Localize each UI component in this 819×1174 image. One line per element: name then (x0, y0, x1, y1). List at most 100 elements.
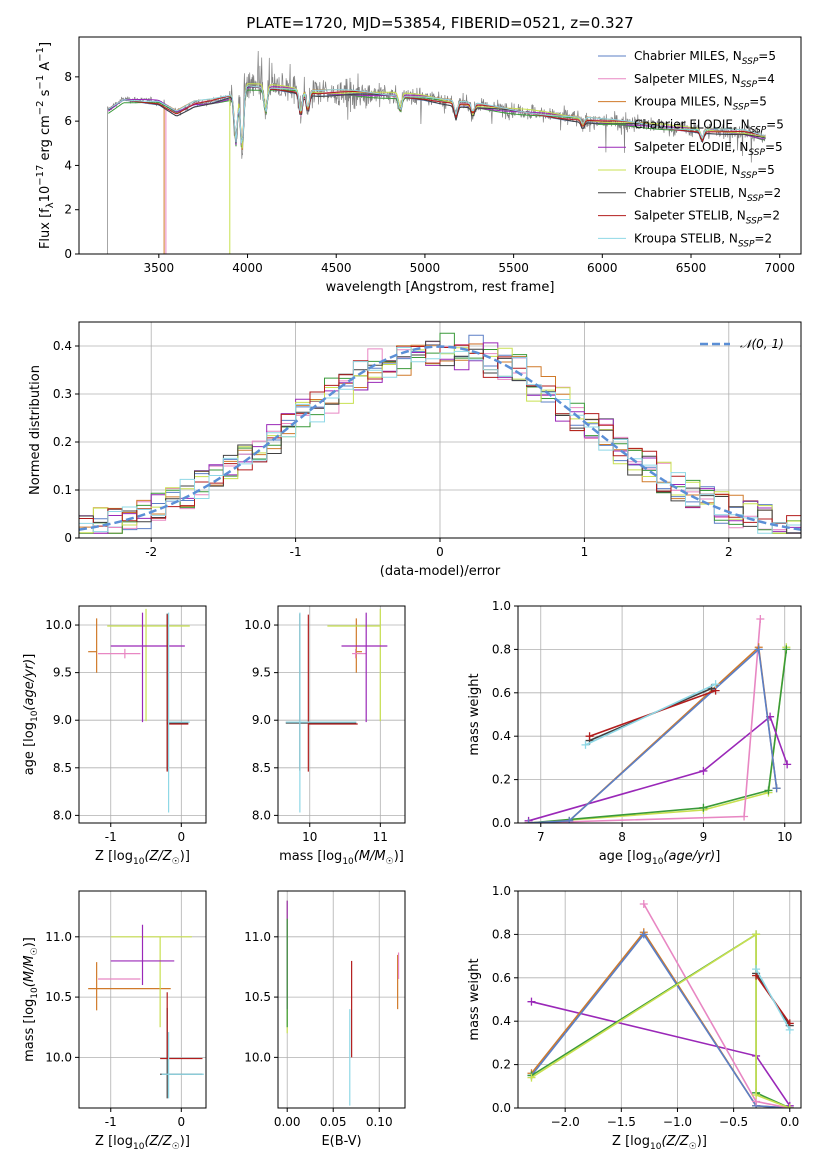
data-point-marker (585, 732, 594, 741)
data-point-marker (752, 1090, 761, 1099)
legend-entry: Salpeter MILES, NSSP=4 (634, 72, 775, 90)
data-point-marker (785, 1104, 794, 1108)
x-tick-label: -1 (290, 545, 302, 559)
axes-frame (78, 605, 207, 824)
y-tick-label: 10.0 (244, 1050, 271, 1064)
y-axis-label: mass [log10(M/M☉)] (22, 937, 40, 1062)
label-part: age [log (599, 849, 652, 864)
label-part: −17 (35, 165, 46, 186)
label-part: )] (394, 849, 404, 864)
y-tick-label: 9.0 (53, 713, 72, 727)
x-tick-label: 4500 (321, 261, 352, 275)
label-part: Kroupa MILES, N (634, 95, 733, 109)
x-tick-label: −1.0 (663, 1115, 692, 1129)
label-part: λ (45, 202, 56, 208)
x-tick-label: 9 (700, 830, 708, 844)
plot-area (88, 608, 190, 813)
label-part: =2 (762, 209, 780, 223)
x-tick-label: 0.05 (320, 1115, 347, 1129)
label-part: (Z/Z (661, 1134, 689, 1149)
x-axis-label: mass [log10(M/M☉)] (279, 849, 404, 867)
plot-area (107, 50, 766, 254)
label-part: 10 (650, 1142, 662, 1152)
y-tick-label: 0.0 (492, 1101, 511, 1115)
x-tick-label: 3500 (144, 261, 175, 275)
label-part: 10 (38, 186, 53, 203)
label-part: =5 (757, 163, 775, 177)
label-part: =5 (749, 95, 767, 109)
axes-frame (517, 605, 802, 824)
legend-entry: Chabrier ELODIE, NSSP=5 (634, 117, 784, 135)
y-tick-label: 1.0 (492, 599, 511, 613)
label-part: Chabrier ELODIE, N (634, 117, 750, 131)
x-tick-label: 2 (725, 545, 733, 559)
x-tick-label: 0.00 (274, 1115, 301, 1129)
y-tick-label: 9.5 (252, 666, 271, 680)
x-axis-label: Z [log10(Z/Z☉)] (612, 1134, 707, 1152)
data-point-marker (565, 816, 574, 823)
label-part: SSP (748, 148, 765, 158)
x-axis-label: (data-model)/error (380, 564, 501, 579)
label-part: (M/M (354, 849, 386, 864)
y-tick-label: 0.1 (53, 483, 72, 497)
y-tick-label: 9.0 (252, 713, 271, 727)
label-part: ] (38, 42, 53, 47)
data-point-marker (783, 760, 792, 769)
data-point-marker (699, 766, 708, 775)
x-axis-label: Z [log10(Z/Z☉)] (95, 849, 190, 867)
data-point-marker (581, 740, 590, 749)
label-part: Salpeter STELIB, N (634, 209, 746, 223)
label-part: SSP (750, 125, 767, 135)
plot-area (79, 332, 801, 534)
x-tick-label: 11 (373, 830, 388, 844)
legend-entry: Kroupa MILES, NSSP=5 (634, 95, 767, 113)
x-tick-label: 5000 (410, 261, 441, 275)
label-part: −2 (35, 100, 46, 115)
x-tick-label: 0.0 (780, 1115, 799, 1129)
mass-weight-line (528, 647, 778, 823)
data-point-marker (782, 645, 791, 654)
x-tick-label: -2 (145, 545, 157, 559)
label-part: Z [log (95, 849, 133, 864)
y-tick-label: 0.2 (492, 773, 511, 787)
label-part: )] (180, 849, 190, 864)
y-tick-label: 8.0 (53, 808, 72, 822)
label-part: SSP (747, 194, 764, 204)
label-part: ☉ (30, 947, 40, 955)
label-part: erg cm (38, 115, 53, 164)
y-tick-label: 10.0 (45, 618, 72, 632)
y-tick-label: 0.8 (492, 927, 511, 941)
y-tick-label: 10.5 (45, 990, 72, 1004)
label-part: ] (22, 654, 37, 659)
y-tick-label: 0.6 (492, 971, 511, 985)
legend-entry: Kroupa STELIB, NSSP=2 (634, 231, 772, 249)
y-tick-label: 0.3 (53, 387, 72, 401)
x-axis-label: wavelength [Angstrom, rest frame] (326, 280, 555, 295)
data-point-marker (752, 930, 761, 939)
x-tick-label: 0 (177, 830, 185, 844)
x-tick-label: 10 (302, 830, 317, 844)
mass-vs-extinction-panel: 0.00 0.05 0.10 10.0 10.5 11.0 E(B-V) (244, 890, 406, 1149)
label-part: SSP (742, 57, 759, 67)
residual-histogram (79, 347, 801, 534)
data-point-marker (699, 803, 708, 812)
model-spectrum (229, 83, 766, 254)
axes-frame (277, 890, 406, 1109)
y-tick-label: 11.0 (244, 930, 271, 944)
y-tick-label: 4 (64, 158, 72, 172)
axes-frame (78, 890, 207, 1109)
mass-weight-line (528, 715, 788, 822)
label-part: Chabrier MILES, N (634, 49, 742, 63)
label-part: )] (697, 1134, 707, 1149)
label-part: −1 (35, 75, 46, 90)
data-point-marker (752, 965, 761, 974)
x-tick-label: 7000 (764, 261, 795, 275)
y-tick-label: 2 (64, 203, 72, 217)
residuals-histogram-panel: -2 -1 0 1 2 0 0.1 0.2 0.3 0.4 (data-model)/error No… (28, 321, 802, 579)
axes-frame (517, 890, 802, 1109)
plot-area (524, 615, 792, 823)
label-part: )] (180, 1134, 190, 1149)
y-tick-label: 1.0 (492, 884, 511, 898)
